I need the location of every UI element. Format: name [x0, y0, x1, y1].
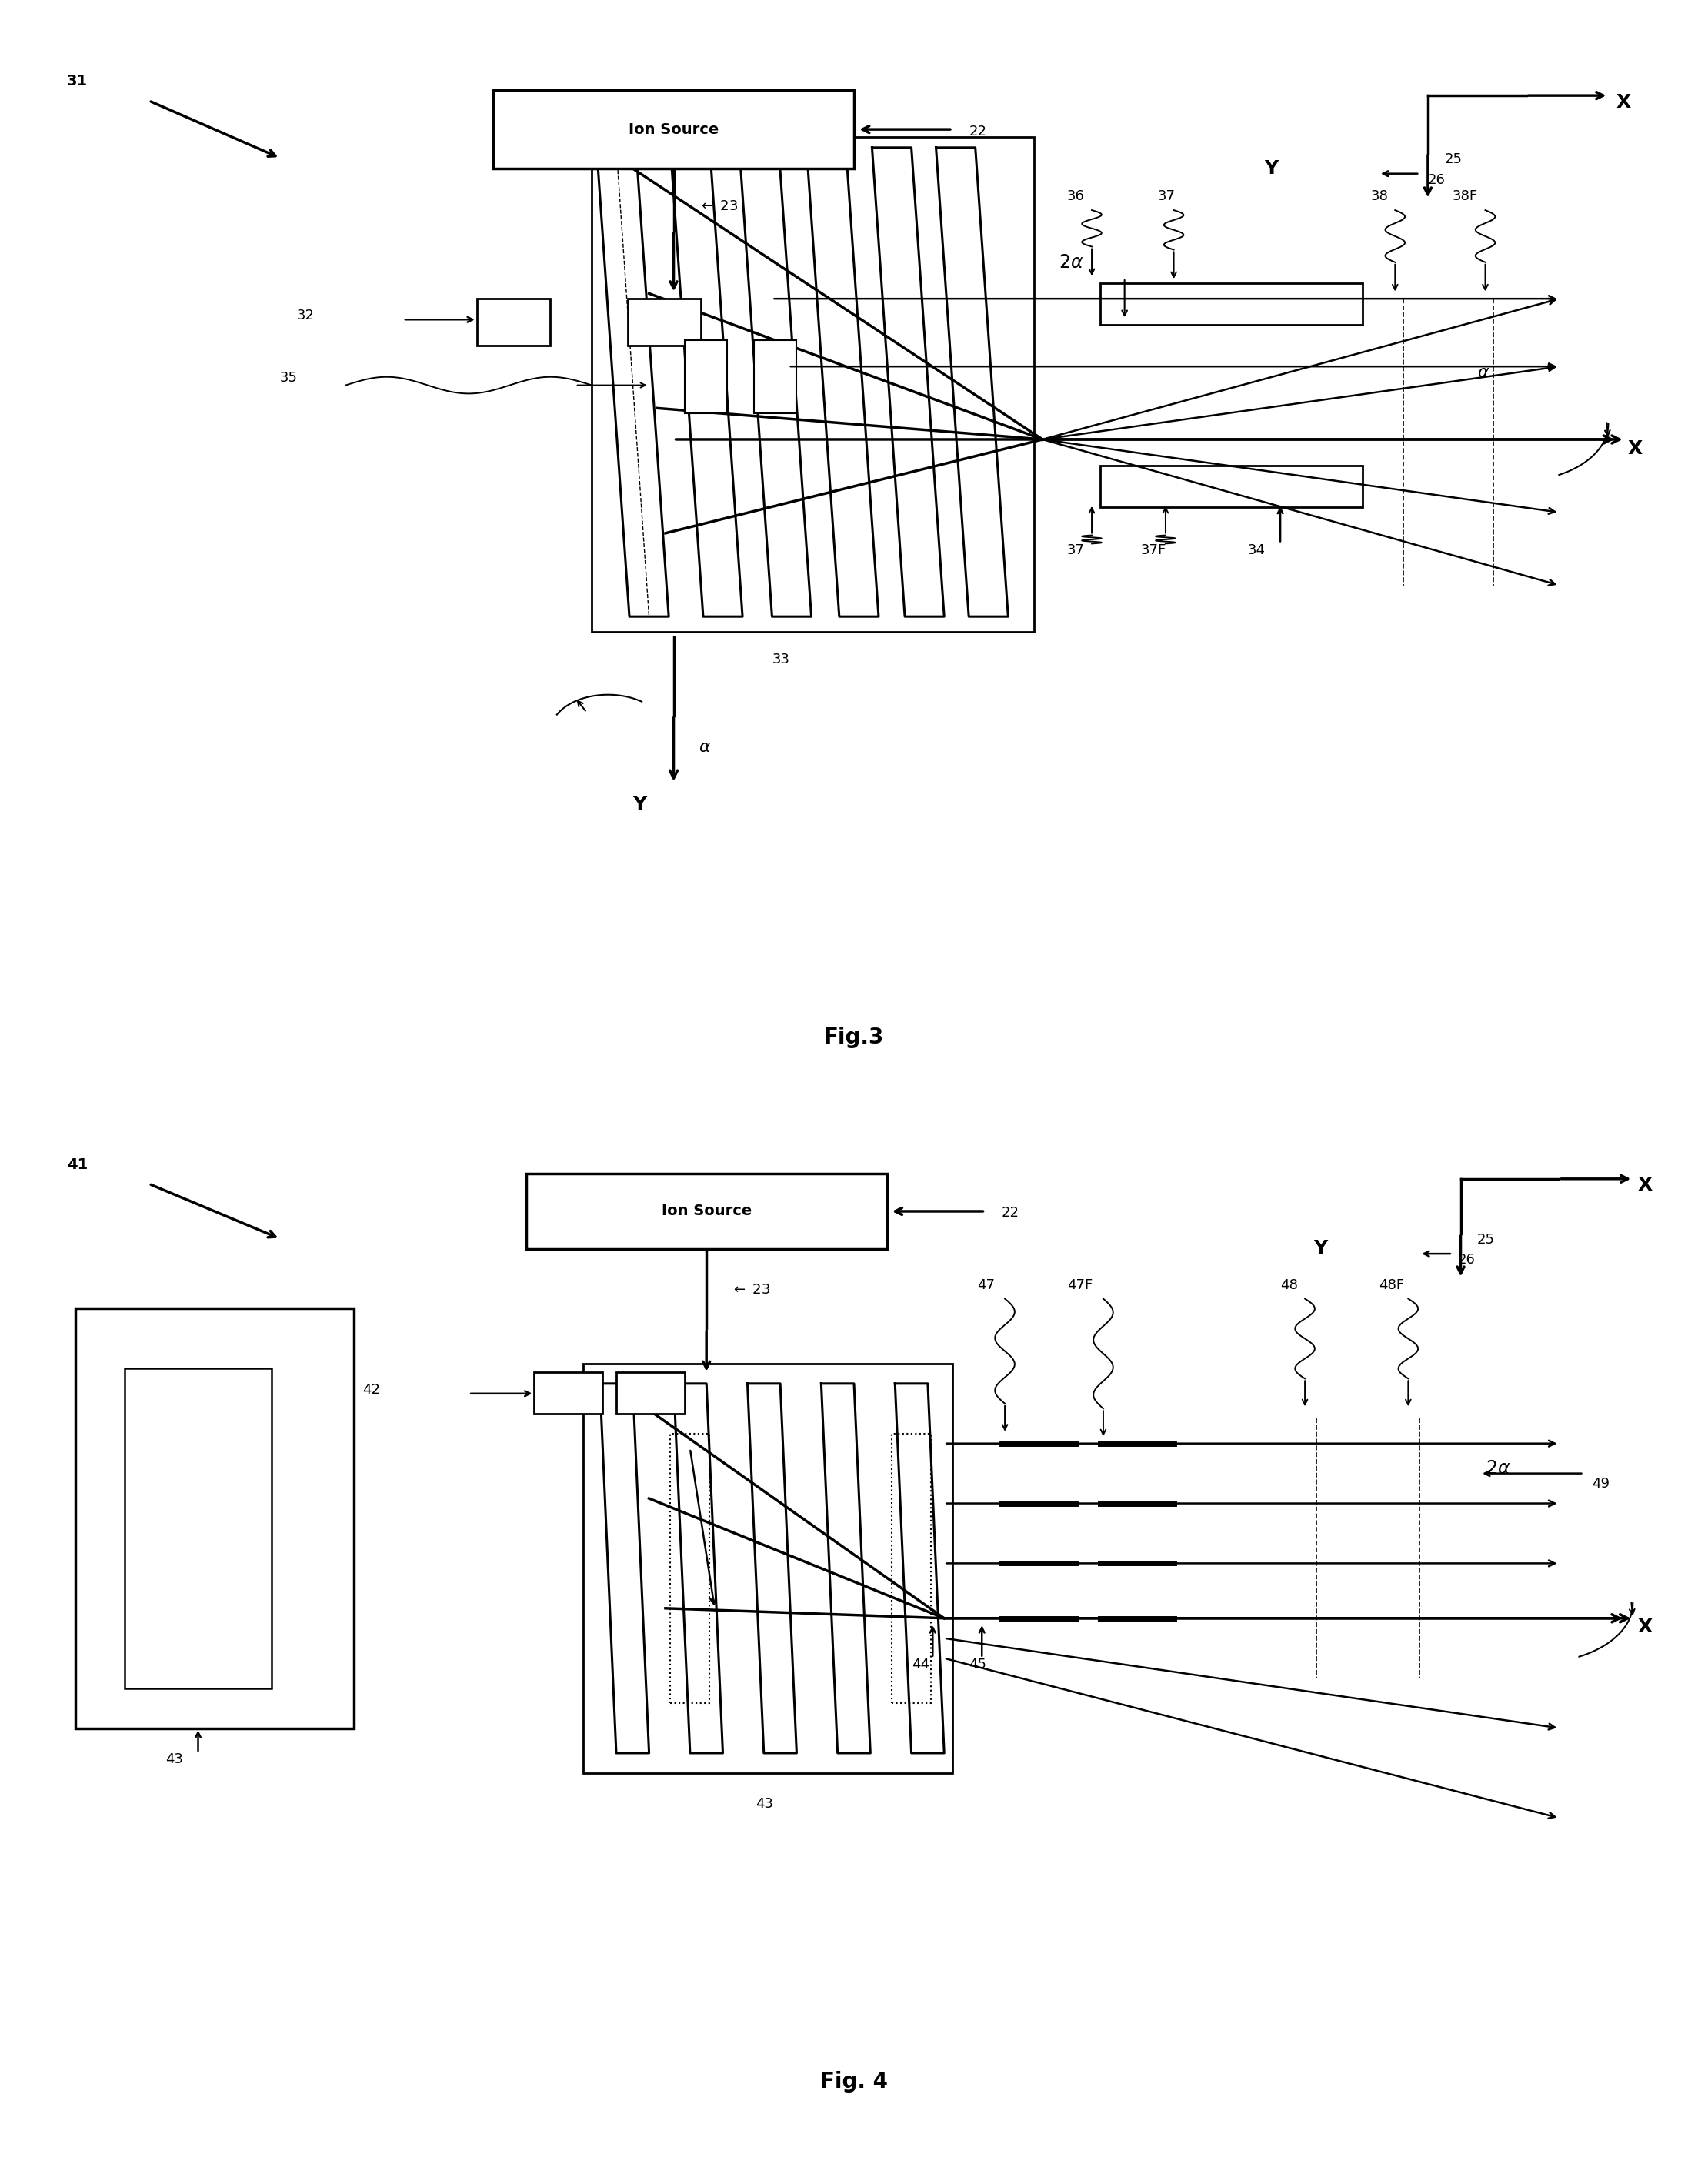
Bar: [125, 1368, 272, 1689]
Text: 34: 34: [1247, 543, 1266, 558]
Text: Ion Source: Ion Source: [661, 1205, 752, 1218]
Text: $2\alpha$: $2\alpha$: [1486, 1459, 1510, 1476]
Text: 49: 49: [1592, 1476, 1609, 1491]
Bar: [892, 1433, 931, 1702]
Text: 35: 35: [280, 371, 297, 384]
Text: Fig.3: Fig.3: [823, 1027, 885, 1049]
Text: Y: Y: [632, 795, 647, 814]
Bar: [753, 341, 796, 412]
Text: 45: 45: [968, 1656, 987, 1672]
Text: X: X: [1638, 1617, 1653, 1637]
Text: $\alpha$: $\alpha$: [699, 740, 711, 756]
Text: 37F: 37F: [1141, 543, 1167, 558]
Bar: [75, 1309, 354, 1728]
Text: $\leftarrow$ 23: $\leftarrow$ 23: [699, 200, 738, 213]
Text: 41: 41: [67, 1157, 87, 1172]
Bar: [617, 1372, 685, 1413]
Text: Y: Y: [1264, 158, 1278, 178]
Text: 43: 43: [166, 1752, 183, 1767]
Text: 47: 47: [977, 1279, 994, 1292]
Text: $\alpha$: $\alpha$: [1477, 365, 1489, 380]
Text: 38: 38: [1370, 189, 1389, 202]
Text: 48F: 48F: [1378, 1279, 1404, 1292]
Text: Y: Y: [1313, 1240, 1327, 1257]
Text: $\leftarrow$ 23: $\leftarrow$ 23: [731, 1283, 770, 1296]
Text: 32: 32: [297, 308, 314, 323]
Bar: [629, 300, 702, 345]
Text: X: X: [1628, 439, 1643, 458]
Text: 37: 37: [1068, 543, 1085, 558]
Bar: [1100, 465, 1363, 508]
Text: 33: 33: [772, 653, 789, 666]
Bar: [494, 91, 854, 169]
Bar: [526, 1175, 886, 1248]
Text: 36: 36: [1068, 189, 1085, 202]
Bar: [1100, 282, 1363, 326]
Text: 22: 22: [1001, 1207, 1020, 1220]
Text: 48: 48: [1281, 1279, 1298, 1292]
Bar: [591, 137, 1035, 632]
Text: 31: 31: [67, 74, 87, 89]
Text: 38F: 38F: [1452, 189, 1477, 202]
Text: 44: 44: [912, 1656, 929, 1672]
Text: 25: 25: [1445, 152, 1462, 167]
Bar: [477, 300, 550, 345]
Text: Fig. 4: Fig. 4: [820, 2071, 888, 2093]
Text: 26: 26: [1428, 174, 1445, 187]
Text: 42: 42: [362, 1383, 379, 1396]
Text: 25: 25: [1477, 1233, 1494, 1246]
Text: X: X: [1638, 1177, 1653, 1194]
Text: 37: 37: [1158, 189, 1175, 202]
Text: X: X: [1616, 93, 1631, 113]
Text: Ion Source: Ion Source: [629, 122, 719, 137]
Text: 43: 43: [755, 1798, 774, 1811]
Text: 47F: 47F: [1068, 1279, 1093, 1292]
Bar: [685, 341, 728, 412]
Bar: [670, 1433, 711, 1702]
Bar: [584, 1363, 953, 1774]
Text: 22: 22: [968, 124, 987, 139]
Bar: [535, 1372, 603, 1413]
Text: 26: 26: [1457, 1253, 1476, 1268]
Text: $2\alpha$: $2\alpha$: [1059, 252, 1085, 271]
